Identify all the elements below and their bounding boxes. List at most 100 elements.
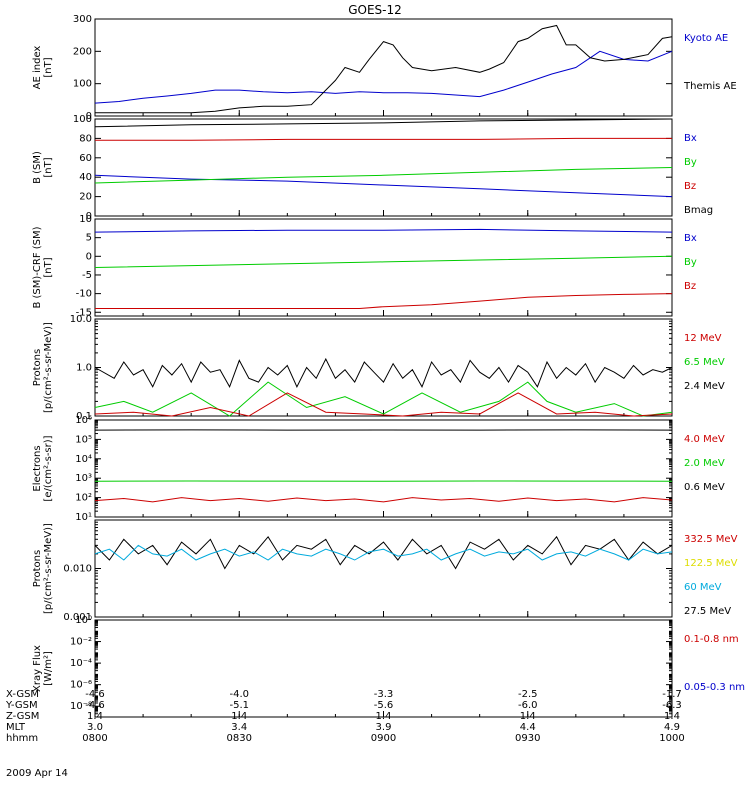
y-tick-label: 10¹ — [75, 512, 92, 523]
legend-entry: By — [684, 157, 697, 168]
legend-entry: 27.5 MeV — [684, 606, 731, 617]
ephemeris-value: -6.0 — [518, 700, 538, 711]
y-tick-label: 10⁴ — [75, 454, 92, 465]
series-line — [95, 293, 673, 309]
y-tick-label: -5 — [82, 270, 92, 281]
legend-entry: 332.5 MeV — [684, 534, 738, 545]
panel-e: 10¹ 10² 10³ 10⁴ 10⁵ 10⁶ Electrons [e/(cm²-s-sr)… — [32, 415, 725, 523]
ephemeris-value: -5.1 — [229, 700, 249, 711]
ephemeris-value: 1.4 — [376, 711, 392, 722]
series-line — [94, 255, 673, 268]
legend-entry: 60 MeV — [684, 582, 722, 593]
y-tick-label: 60 — [79, 153, 92, 164]
y-tick-label: 10 — [79, 214, 92, 225]
y-tick-label: 10⁻² — [70, 637, 92, 648]
panel-db: -15 -10 -5 0 5 10 B (SM)-CRF (SM) [nT] Bx By Bz — [32, 214, 697, 318]
y-axis-label: B (SM)-CRF (SM) — [32, 226, 43, 308]
y-axis-label: [p/(cm²-s-sr-MeV)] — [43, 322, 54, 413]
legend-entry: 2.4 MeV — [684, 381, 725, 392]
ephemeris-value: 0930 — [515, 733, 540, 744]
y-axis-label: Protons — [32, 550, 43, 587]
ephemeris-value: -4.6 — [85, 689, 105, 700]
ephemeris-value: 3.9 — [376, 722, 392, 733]
series-line — [94, 167, 673, 184]
ephemeris-value: -4.0 — [229, 689, 249, 700]
y-axis-label: B (SM) — [32, 151, 43, 184]
y-tick-label: 10⁻⁸ — [70, 701, 92, 712]
ephemeris-value: -2.5 — [518, 689, 538, 700]
y-axis-label: [nT] — [43, 257, 54, 277]
y-tick-label: 0.010 — [63, 564, 92, 575]
ephemeris-value: -1.7 — [662, 689, 682, 700]
y-axis-label: [nT] — [43, 157, 54, 177]
y-axis-label: [W/m²] — [43, 651, 54, 686]
series-line — [94, 392, 673, 417]
ephemeris-value: 0900 — [371, 733, 396, 744]
panel-x: 10⁻⁸ 10⁻⁶ 10⁻⁴ 10⁻² 10⁰ Xray Flux [W/m²] 0.1-0.… — [32, 615, 745, 718]
y-tick-label: 0 — [86, 211, 92, 222]
y-tick-label: 10⁵ — [75, 434, 92, 445]
ephemeris-row-label: Y-GSM — [5, 700, 38, 711]
y-axis-label: Xray Flux — [32, 645, 43, 692]
y-tick-label: -15 — [76, 307, 92, 318]
series-line — [95, 137, 672, 141]
series-line — [94, 174, 673, 198]
legend-entry: 2.0 MeV — [684, 458, 725, 469]
series-line — [94, 118, 673, 128]
series-line — [94, 228, 673, 233]
y-axis-label: [p/(cm²-s-sr-MeV)] — [43, 523, 54, 614]
date-label: 2009 Apr 14 — [6, 768, 68, 779]
legend-entry: Bx — [684, 233, 697, 244]
series-line — [94, 544, 673, 561]
legend-entry: Bmag — [684, 205, 713, 216]
legend-entry: 4.0 MeV — [684, 434, 725, 445]
ephemeris-value: -4.6 — [85, 700, 105, 711]
panel-frame — [94, 318, 673, 417]
ephemeris-row-label: hhmm — [6, 733, 38, 744]
ephemeris-value: 0830 — [227, 733, 252, 744]
legend-entry: Kyoto AE — [684, 33, 728, 44]
y-axis-label: AE index — [32, 46, 43, 90]
panel-p1: 0.1 1.0 10.0 Protons [p/(cm²-s-sr-MeV)] 12 Me… — [32, 314, 725, 422]
ephemeris-row-label: X-GSM — [6, 689, 39, 700]
panel-frame — [94, 118, 673, 217]
legend-entry: 6.5 MeV — [684, 357, 725, 368]
ephemeris-row-label: MLT — [6, 722, 26, 733]
y-axis-label: Electrons — [32, 445, 43, 491]
y-axis-label: [e/(cm²-s-sr)] — [43, 435, 54, 501]
y-tick-label: 20 — [79, 192, 92, 203]
legend-entry: 12 MeV — [684, 333, 722, 344]
panel-frame — [94, 519, 673, 618]
legend-entry: 122.5 MeV — [684, 558, 738, 569]
y-tick-label: -10 — [76, 289, 92, 300]
ephemeris-row-label: Z-GSM — [6, 711, 39, 722]
legend-entry: Bz — [684, 181, 696, 192]
series-line — [95, 24, 673, 114]
ephemeris-value: 3.0 — [87, 722, 103, 733]
y-tick-label: 100 — [73, 79, 92, 90]
y-tick-label: 100 — [73, 114, 92, 125]
ephemeris-value: 1.4 — [231, 711, 247, 722]
ephemeris-value: 1000 — [659, 733, 684, 744]
series-line — [94, 357, 673, 388]
legend-entry: By — [684, 257, 697, 268]
y-tick-label: 10³ — [75, 473, 92, 484]
ephemeris-value: -6.3 — [662, 700, 682, 711]
ephemeris-value: 1.4 — [520, 711, 536, 722]
y-tick-label: 300 — [73, 14, 92, 25]
legend-entry: 0.1-0.8 nm — [684, 634, 739, 645]
panel-p2: 0.001 0.010 Protons [p/(cm²-s-sr-MeV)] 332.5… — [32, 519, 738, 623]
series-line — [94, 50, 673, 104]
legend-entry: Themis AE — [683, 81, 737, 92]
ephemeris-value: 1.4 — [87, 711, 103, 722]
y-tick-label: 0.001 — [63, 612, 92, 623]
panel-frame — [94, 18, 673, 117]
legend-entry: 0.6 MeV — [684, 482, 725, 493]
series-line — [94, 535, 673, 570]
y-tick-label: 5 — [86, 233, 92, 244]
y-axis-label: [nT] — [43, 57, 54, 77]
ephemeris-value: 0800 — [82, 733, 107, 744]
